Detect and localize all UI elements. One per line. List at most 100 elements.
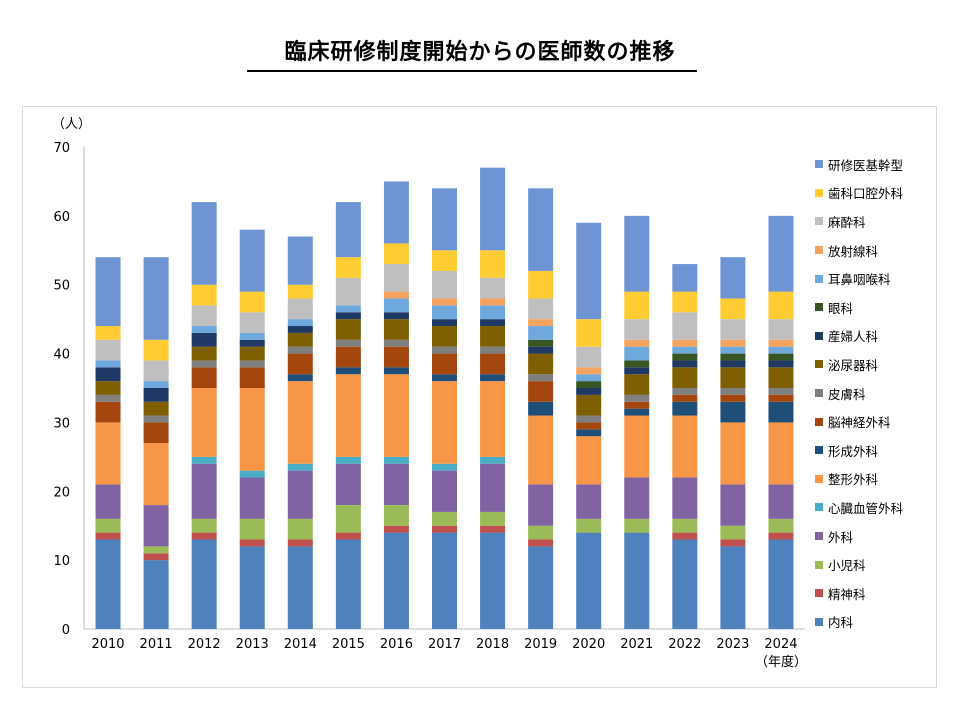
- x-tick-label: 2024: [764, 637, 797, 652]
- bar-segment: [720, 546, 746, 629]
- bar-segment: [191, 360, 217, 368]
- bar-segment: [528, 339, 554, 347]
- bar-segment: [335, 532, 361, 540]
- bar-segment: [191, 518, 217, 533]
- bar-segment: [95, 484, 121, 519]
- bar-segment: [335, 505, 361, 533]
- bar-segment: [143, 360, 169, 382]
- bar-segment: [143, 443, 169, 506]
- bar-segment: [528, 374, 554, 382]
- bar-segment: [239, 477, 265, 519]
- legend-swatch: [815, 532, 823, 541]
- bar-segment: [383, 374, 409, 457]
- x-tick-label: 2019: [524, 637, 557, 652]
- bar-segment: [480, 298, 506, 306]
- chart-frame: [22, 106, 937, 688]
- bar-segment: [528, 525, 554, 540]
- bar-segment: [239, 339, 265, 347]
- bar-segment: [239, 470, 265, 478]
- bar-segment: [480, 167, 506, 251]
- legend-item: 歯科口腔外科: [815, 179, 945, 208]
- bar-segment: [95, 360, 121, 368]
- bar-segment: [768, 215, 794, 292]
- bar-segment: [383, 243, 409, 265]
- bar-segment: [239, 539, 265, 547]
- bar-segment: [768, 401, 794, 423]
- bar-segment: [480, 319, 506, 327]
- bar-segment: [432, 270, 457, 299]
- bar-segment: [720, 388, 746, 395]
- bar-segment: [191, 532, 217, 540]
- bar-segment: [528, 546, 554, 629]
- bar-segment: [528, 415, 554, 485]
- bar-segment: [480, 374, 506, 382]
- bar-segment: [287, 539, 313, 547]
- bar-segment: [672, 339, 698, 347]
- bar-segment: [432, 188, 457, 251]
- bar-segment: [576, 436, 602, 485]
- bar-segment: [720, 525, 746, 540]
- bar-segment: [432, 305, 457, 320]
- bar-segment: [720, 539, 746, 547]
- legend-label: 産婦人科: [828, 329, 879, 345]
- bar-segment: [143, 415, 169, 423]
- bar-segment: [95, 394, 121, 402]
- bar-segment: [528, 401, 554, 416]
- bar-segment: [191, 202, 217, 285]
- page-title: 臨床研修制度開始からの医師数の推移: [284, 40, 676, 65]
- y-tick-label: 20: [53, 485, 70, 500]
- bar-segment: [528, 326, 554, 340]
- bar-segment: [95, 381, 121, 395]
- bar-segment: [191, 388, 217, 457]
- legend-label: 外科: [828, 529, 854, 545]
- bar-segment: [287, 326, 313, 333]
- bar-segment: [528, 353, 554, 375]
- bar-segment: [624, 360, 650, 368]
- bar-segment: [239, 312, 265, 333]
- bar-segment: [624, 518, 650, 533]
- bar-segment: [432, 525, 457, 533]
- x-tick-label: 2015: [332, 637, 365, 652]
- bar-segment: [720, 319, 746, 340]
- bar-segment: [239, 346, 265, 361]
- bar-segment: [528, 484, 554, 526]
- y-tick-label: 40: [53, 348, 70, 363]
- bar-segment: [335, 463, 361, 506]
- legend-swatch: [815, 160, 823, 169]
- bar-segment: [720, 339, 746, 347]
- bar-segment: [191, 346, 217, 361]
- legend-label: 精神科: [828, 586, 866, 602]
- bar-segment: [480, 277, 506, 299]
- bar-segment: [191, 539, 217, 629]
- title-underline: [247, 70, 697, 72]
- bar-segment: [480, 532, 506, 629]
- bar-segment: [239, 332, 265, 340]
- bar-segment: [624, 319, 650, 340]
- legend-item: 耳鼻咽喉科: [815, 264, 945, 293]
- bar-segment: [191, 332, 217, 347]
- legend-label: 内科: [828, 615, 854, 631]
- bar-segment: [672, 367, 698, 388]
- x-tick-label: 2011: [140, 637, 173, 652]
- legend-swatch: [815, 589, 823, 598]
- bar-segment: [720, 298, 746, 320]
- bar-segment: [432, 381, 457, 464]
- bar-segment: [576, 518, 602, 533]
- legend-item: 精神科: [815, 579, 945, 608]
- legend-label: 眼科: [828, 300, 854, 316]
- bar-segment: [95, 518, 121, 533]
- legend-swatch: [815, 217, 823, 226]
- bar-segment: [672, 360, 698, 368]
- legend-swatch: [815, 360, 823, 369]
- y-tick-label: 70: [53, 141, 70, 156]
- bar-segment: [95, 422, 121, 485]
- legend-label: 歯科口腔外科: [828, 186, 904, 202]
- bar-segment: [143, 401, 169, 416]
- bar-segment: [143, 553, 169, 561]
- legend-swatch: [815, 303, 823, 312]
- bar-segment: [624, 532, 650, 629]
- x-tick-label: 2023: [716, 637, 749, 652]
- legend-swatch: [815, 617, 823, 626]
- legend-item: 泌尿器科: [815, 350, 945, 379]
- bar-segment: [383, 291, 409, 299]
